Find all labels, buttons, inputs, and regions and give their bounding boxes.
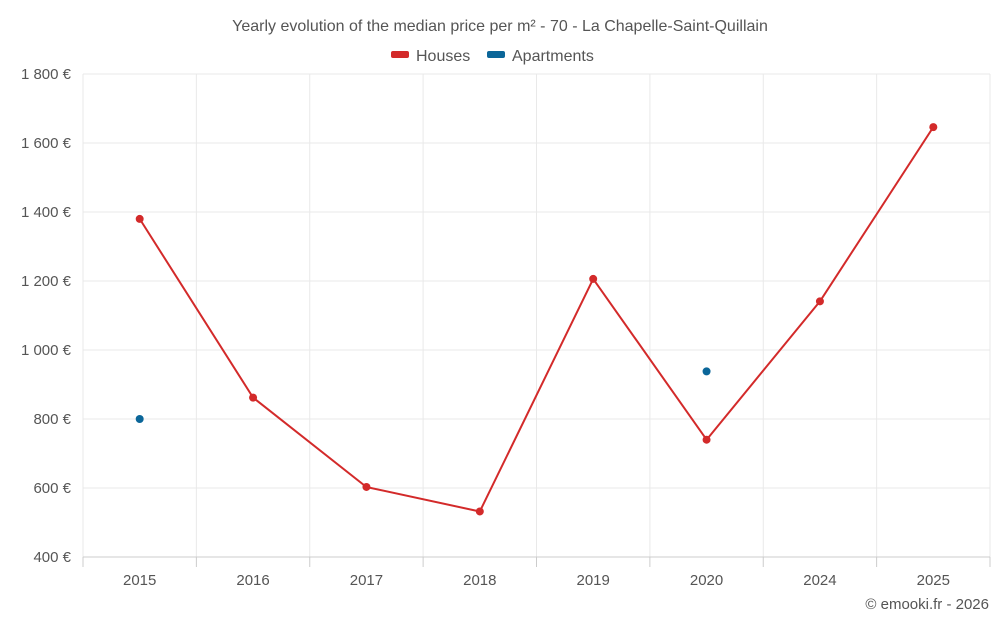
y-tick-label: 1 400 €: [21, 204, 72, 221]
x-tick-label: 2016: [236, 572, 269, 589]
y-tick-label: 400 €: [33, 549, 71, 566]
y-tick-label: 1 600 €: [21, 135, 72, 152]
y-tick-label: 1 200 €: [21, 273, 72, 290]
x-tick-label: 2017: [350, 572, 383, 589]
legend-label-houses: Houses: [416, 48, 470, 65]
y-tick-label: 600 €: [33, 480, 71, 497]
x-tick-label: 2018: [463, 572, 496, 589]
x-tick-label: 2015: [123, 572, 156, 589]
data-point-houses-2017[interactable]: [362, 482, 371, 491]
x-tick-label: 2024: [803, 572, 836, 589]
data-point-houses-2019[interactable]: [589, 274, 598, 283]
legend-item-houses[interactable]: Houses: [391, 48, 470, 65]
credit: © emooki.fr - 2026: [865, 596, 989, 613]
legend-label-apartments: Apartments: [512, 48, 594, 65]
chart-title: Yearly evolution of the median price per…: [232, 18, 768, 35]
legend-swatch-apartments: [487, 51, 505, 58]
grid: [82, 73, 991, 557]
y-tick-label: 1 800 €: [21, 66, 72, 83]
legend-swatch-houses: [391, 51, 409, 58]
x-tick-label: 2025: [917, 572, 950, 589]
y-tick-label: 800 €: [33, 411, 71, 428]
data-point-houses-2016[interactable]: [249, 393, 258, 402]
data-point-houses-2024[interactable]: [815, 297, 824, 306]
data-point-houses-2018[interactable]: [475, 507, 484, 516]
x-tick-label: 2020: [690, 572, 723, 589]
data-point-houses-2020[interactable]: [702, 435, 711, 444]
data-point-houses-2015[interactable]: [135, 214, 144, 223]
x-tick-label: 2019: [577, 572, 610, 589]
series: [135, 123, 938, 516]
data-point-apartments-2020[interactable]: [702, 367, 711, 376]
data-point-apartments-2015[interactable]: [135, 415, 144, 423]
legend[interactable]: Houses Apartments: [391, 48, 594, 65]
legend-item-apartments[interactable]: Apartments: [487, 48, 594, 65]
y-tick-label: 1 000 €: [21, 342, 72, 359]
data-point-houses-2025[interactable]: [929, 123, 938, 132]
series-line-houses: [138, 126, 935, 513]
axes: 400 € 600 € 800 € 1 000 € 1 200 € 1 400 € 1 60…: [21, 66, 991, 589]
